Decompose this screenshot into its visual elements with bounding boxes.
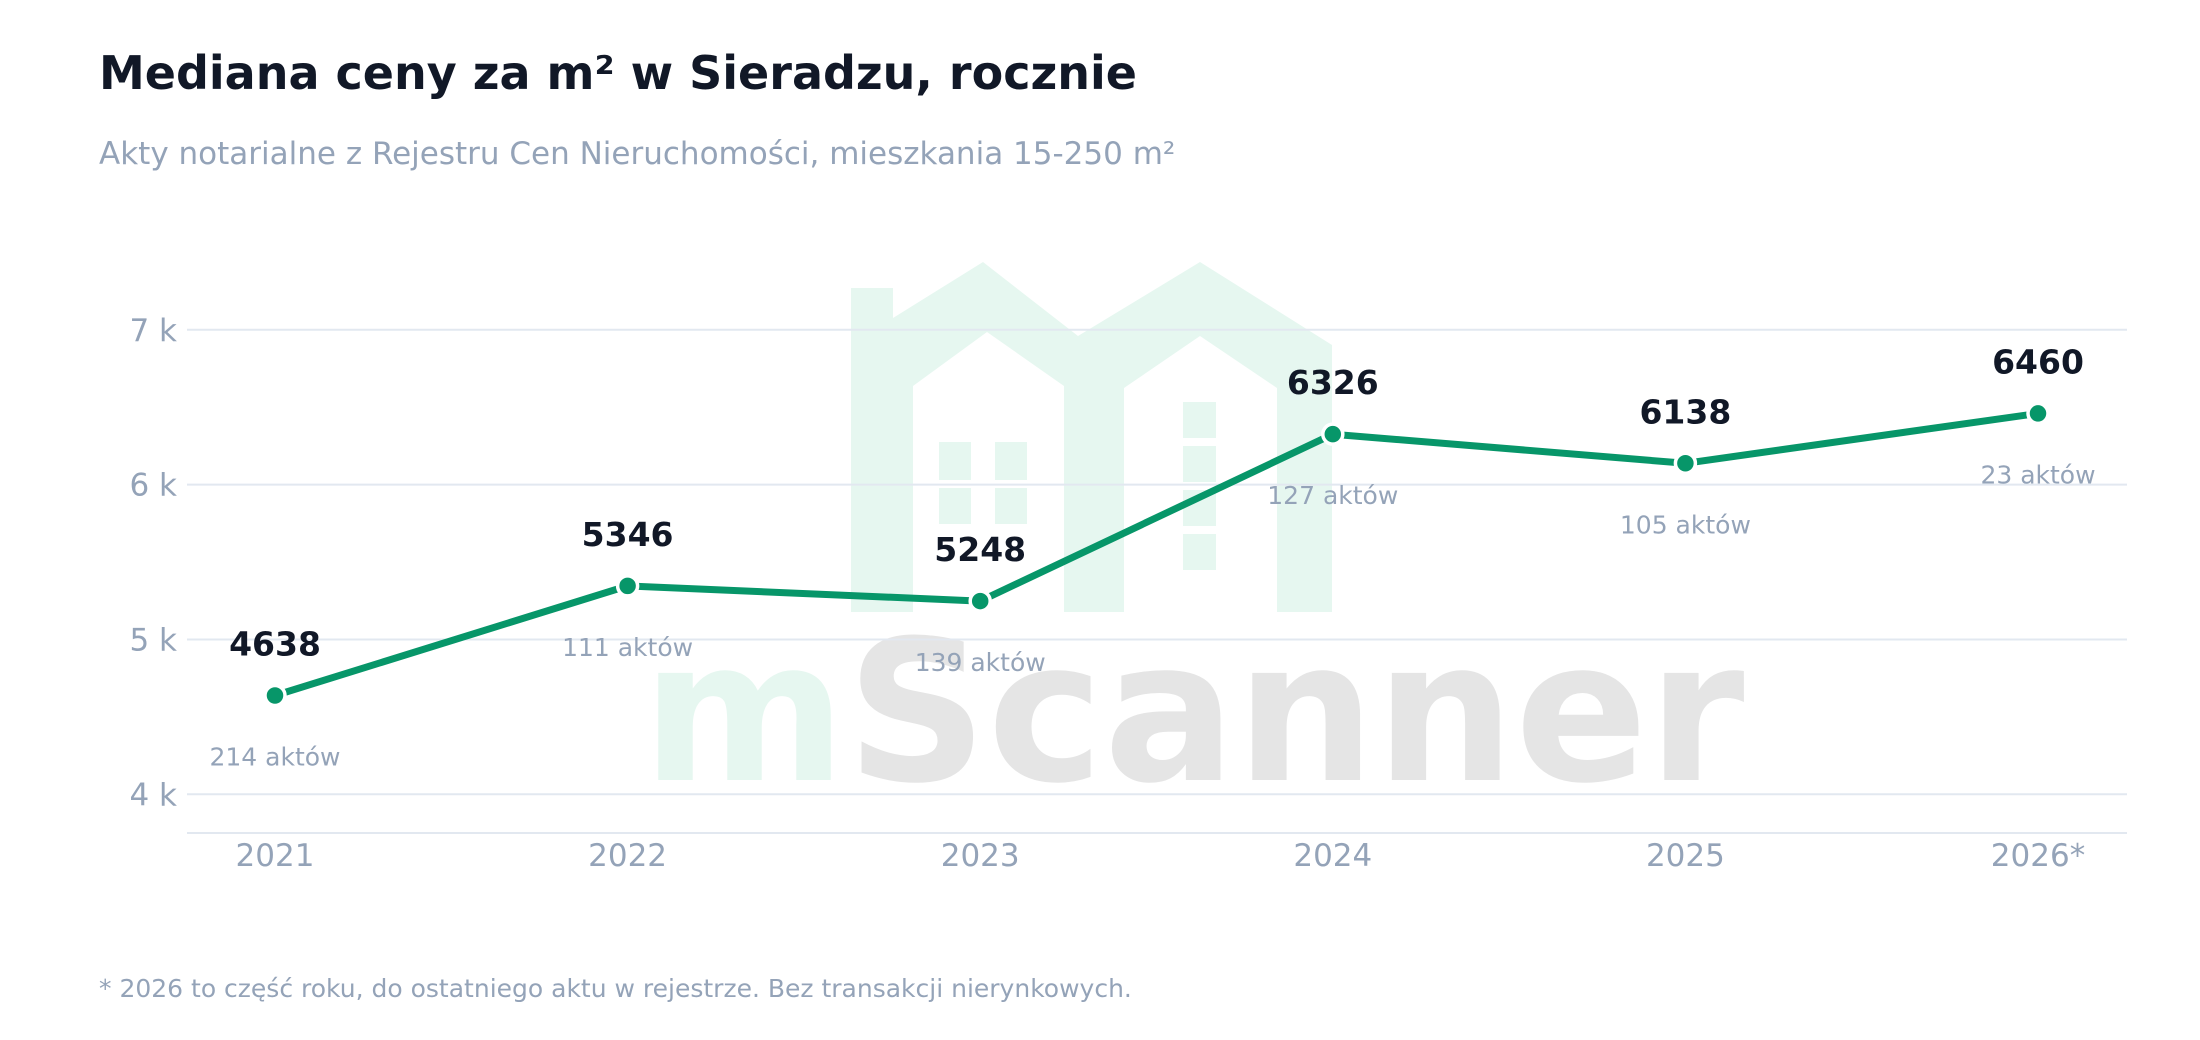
- x-tick-label: 2021: [236, 838, 315, 874]
- watermark-text: mScanner: [642, 599, 1745, 827]
- y-tick-label: 6 k: [129, 468, 177, 504]
- data-point: [615, 574, 640, 598]
- x-tick-label: 2022: [588, 838, 667, 874]
- data-point: [1673, 451, 1698, 476]
- data-label: 6138: [1639, 392, 1731, 431]
- chart-title: Mediana ceny za m² w Sieradzu, rocznie: [99, 46, 1137, 100]
- x-tick-label: 2024: [1293, 838, 1372, 874]
- y-tick-label: 7 k: [129, 313, 177, 349]
- count-labels: 214 aktów 111 aktów 139 aktów 127 aktów 105 …: [209, 460, 2095, 771]
- y-tick-label: 5 k: [129, 622, 177, 658]
- count-label: 127 aktów: [1267, 481, 1398, 510]
- data-label: 4638: [229, 625, 321, 664]
- data-point: [968, 589, 992, 613]
- data-point: [1321, 422, 1345, 446]
- data-points: [263, 401, 2050, 708]
- y-tick-label: 4 k: [129, 777, 177, 813]
- series-line: [271, 409, 2042, 699]
- data-point: [263, 683, 287, 708]
- x-tick-label: 2023: [941, 838, 1020, 874]
- data-label: 5248: [934, 530, 1026, 569]
- data-label: 6460: [1992, 342, 2084, 381]
- data-point: [2026, 401, 2050, 426]
- chart-subtitle: Akty notarialne z Rejestru Cen Nieruchom…: [99, 136, 1176, 172]
- x-tick-label: 2026*: [1991, 838, 2085, 874]
- grid-lines: [187, 328, 2127, 796]
- data-label: 5346: [582, 515, 674, 554]
- count-label: 139 aktów: [915, 648, 1046, 677]
- house-logo-icon: [851, 262, 1332, 612]
- data-label: 6326: [1287, 363, 1379, 402]
- x-axis: 2021 2022 2023 2024 2025 2026*: [236, 838, 2086, 874]
- count-label: 111 aktów: [562, 633, 693, 662]
- x-tick-label: 2025: [1646, 838, 1725, 874]
- value-labels: 4638 5346 5248 6326 6138 6460: [229, 342, 2084, 663]
- y-axis: 4 k 5 k 6 k 7 k: [129, 313, 177, 813]
- count-label: 214 aktów: [209, 743, 340, 772]
- footnote: * 2026 to część roku, do ostatniego aktu…: [99, 974, 1132, 1003]
- count-label: 105 aktów: [1620, 510, 1751, 539]
- count-label: 23 aktów: [1980, 460, 2095, 489]
- watermark: mScanner: [642, 262, 1745, 827]
